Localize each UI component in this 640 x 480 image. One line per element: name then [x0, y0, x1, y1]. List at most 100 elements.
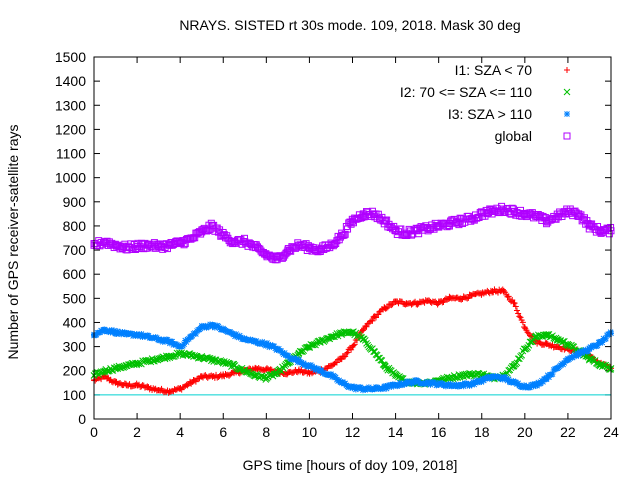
data-point: [338, 331, 345, 339]
data-point: [340, 231, 348, 239]
x-tick-label: 0: [90, 424, 98, 440]
data-point: [341, 230, 349, 238]
data-point: [350, 342, 357, 349]
data-point: [558, 212, 566, 220]
data-point: [345, 219, 353, 227]
data-point: [449, 217, 457, 225]
data-point: [408, 231, 416, 239]
data-point: [458, 296, 465, 303]
data-point: [375, 311, 382, 318]
data-point: [118, 331, 125, 338]
data-point: [146, 240, 154, 248]
data-point: [571, 207, 579, 215]
data-point: [527, 384, 534, 391]
x-tick-label: 8: [262, 424, 270, 440]
data-point: [338, 229, 346, 237]
data-point: [213, 224, 221, 232]
data-point: [414, 301, 421, 308]
data-point: [392, 226, 400, 234]
data-point: [537, 212, 545, 220]
y-tick-label: 600: [63, 266, 87, 282]
data-point: [466, 215, 474, 223]
data-point: [263, 340, 270, 347]
data-point: [128, 244, 136, 252]
data-point: [133, 331, 140, 338]
y-tick-label: 400: [63, 314, 87, 330]
x-tick-label: 18: [474, 424, 490, 440]
data-point: [537, 380, 544, 387]
data-point: [585, 348, 592, 355]
data-point: [460, 383, 467, 390]
data-point: [402, 380, 409, 387]
data-point: [509, 296, 516, 303]
data-point: [192, 378, 199, 385]
data-point: [464, 295, 471, 302]
data-point: [378, 357, 386, 364]
data-point: [351, 383, 358, 390]
chart-title: NRAYS. SISTED rt 30s mode. 109, 2018. Ma…: [179, 17, 520, 33]
legend-marker: [564, 111, 570, 117]
data-point: [128, 330, 135, 337]
data-point: [205, 221, 213, 229]
data-point: [309, 363, 316, 370]
y-tick-label: 800: [63, 218, 87, 234]
series-3: [90, 202, 615, 264]
data-point: [199, 226, 207, 234]
data-point: [372, 314, 379, 321]
data-point: [594, 342, 601, 349]
data-point: [382, 383, 389, 390]
data-point: [314, 365, 321, 372]
data-point: [444, 221, 452, 229]
data-point: [184, 382, 191, 389]
legend: I1: SZA < 70 I2: 70 <= SZA <= 110 I3: SZA …: [400, 62, 571, 144]
data-point: [483, 210, 491, 218]
data-point: [383, 385, 390, 392]
data-point: [180, 241, 188, 249]
data-point: [285, 352, 292, 359]
x-tick-label: 20: [517, 424, 533, 440]
data-point: [342, 380, 349, 387]
data-point: [159, 245, 167, 253]
series-1: [90, 328, 615, 388]
y-tick-label: 1200: [55, 121, 86, 137]
x-tick-label: 6: [219, 424, 227, 440]
data-point: [328, 333, 336, 341]
data-point: [111, 327, 118, 334]
data-point: [505, 376, 512, 383]
data-point: [512, 303, 519, 310]
y-tick-label: 200: [63, 363, 87, 379]
data-point: [579, 350, 586, 357]
data-point: [515, 380, 522, 387]
data-point: [254, 243, 262, 251]
data-point: [348, 383, 355, 390]
y-tick-label: 1100: [56, 146, 86, 162]
data-point: [183, 339, 190, 346]
data-point: [333, 359, 340, 366]
data-point: [599, 339, 606, 346]
data-point: [340, 328, 348, 335]
data-point: [432, 380, 439, 387]
data-point: [135, 244, 143, 252]
data-point: [358, 214, 366, 222]
data-point: [503, 375, 510, 382]
data-point: [471, 381, 478, 388]
data-point: [266, 344, 273, 351]
data-point: [347, 220, 355, 228]
legend-label: I2: 70 <= SZA <= 110: [400, 84, 532, 100]
data-point: [384, 304, 391, 311]
data-point: [333, 237, 341, 245]
data-point: [329, 242, 337, 250]
data-point: [340, 353, 347, 360]
data-point: [544, 372, 551, 379]
data-point: [423, 378, 430, 385]
data-point: [515, 310, 522, 317]
y-tick-label: 300: [63, 339, 87, 355]
data-point: [502, 289, 509, 296]
y-tick-label: 1400: [55, 73, 86, 89]
data-point: [437, 219, 445, 227]
y-tick-label: 1300: [55, 97, 86, 113]
axis-ticks: 0 2 4 6 8 10 12 14 16 18 20 22 240100200300400500600…: [55, 49, 619, 440]
data-point: [511, 300, 518, 307]
data-point: [478, 378, 485, 385]
data-point: [545, 374, 552, 381]
